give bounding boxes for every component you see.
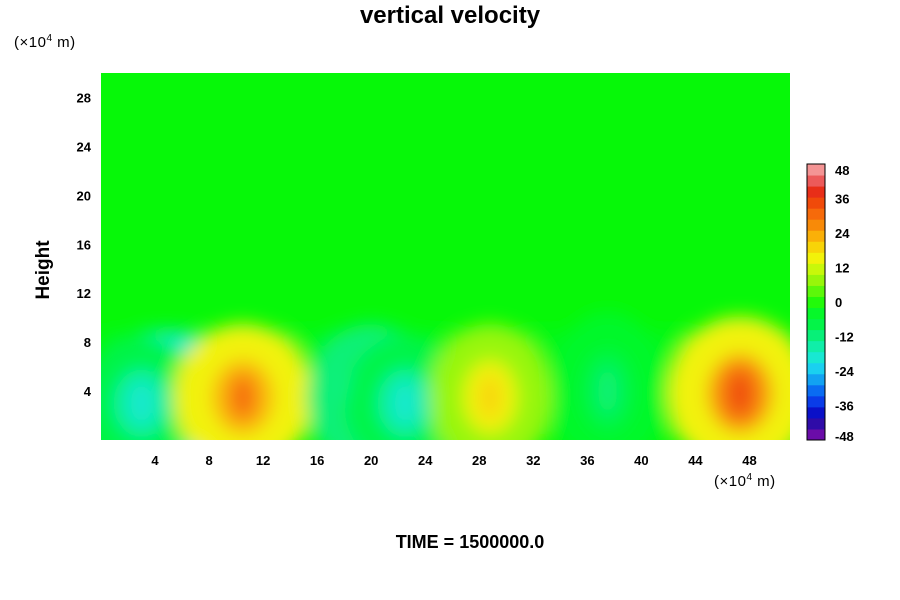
- colorbar-band: [807, 395, 825, 408]
- colorbar-band: [807, 329, 825, 342]
- colorbar-band: [807, 186, 825, 198]
- colorbar-band: [807, 351, 825, 364]
- colorbar-band: [807, 197, 825, 209]
- updraft-peak: [479, 375, 501, 420]
- colorbar-band: [807, 252, 825, 264]
- x-unit-exponent: 4: [746, 472, 753, 483]
- downdraft-peak: [394, 383, 416, 424]
- x-tick-label: 40: [634, 453, 648, 468]
- colorbar-tick-label: -12: [835, 330, 854, 345]
- colorbar-band: [807, 373, 825, 386]
- colorbar-frame: [806, 163, 826, 441]
- downdraft-peak: [130, 383, 153, 424]
- updraft-peak: [727, 370, 753, 417]
- y-unit-label: (×104 m): [14, 33, 76, 51]
- colorbar-band: [807, 230, 825, 242]
- colorbar-tick-label: 24: [835, 226, 850, 241]
- y-tick-label: 28: [77, 90, 91, 105]
- y-tick-label: 8: [84, 335, 91, 350]
- x-tick-label: 48: [742, 453, 756, 468]
- colorbar-band: [807, 285, 825, 297]
- colorbar-band: [807, 384, 825, 397]
- x-unit-suffix: m): [752, 473, 776, 490]
- y-tick-label: 12: [77, 286, 91, 301]
- colorbar-tick-label: 12: [835, 261, 849, 276]
- colorbar-band: [807, 362, 825, 375]
- colorbar-band: [807, 241, 825, 253]
- x-tick-label: 32: [526, 453, 540, 468]
- colorbar-tick-label: -48: [835, 429, 854, 444]
- time-label: TIME = 1500000.0: [395, 532, 545, 552]
- y-unit-exponent: 4: [46, 33, 53, 44]
- y-tick-label: 4: [84, 384, 92, 399]
- colorbar-band: [807, 274, 825, 286]
- colorbar-tick-label: 36: [835, 192, 849, 207]
- x-tick-label: 28: [472, 453, 486, 468]
- colorbar-band: [807, 164, 825, 176]
- x-tick-label: 8: [205, 453, 212, 468]
- colorbar-band: [807, 417, 825, 430]
- x-tick-label: 4: [151, 453, 159, 468]
- x-tick-label: 20: [364, 453, 378, 468]
- x-unit-prefix: (×10: [714, 473, 747, 490]
- x-tick-label: 36: [580, 453, 594, 468]
- colorbar-band: [807, 175, 825, 187]
- colorbar-tick-label: 0: [835, 295, 842, 310]
- y-unit-prefix: (×10: [14, 34, 47, 51]
- downdraft-peak: [597, 367, 618, 415]
- y-unit-suffix: m): [52, 34, 76, 51]
- chart-title: vertical velocity: [359, 2, 541, 29]
- x-tick-label: 44: [688, 453, 703, 468]
- x-tick-label: 24: [418, 453, 433, 468]
- y-tick-label: 20: [77, 188, 91, 203]
- y-tick-label: 16: [77, 237, 91, 252]
- colorbar-tick-label: -36: [835, 399, 854, 414]
- updraft-peak: [230, 375, 255, 420]
- colorbar-tick-label: 48: [835, 163, 849, 178]
- colorbar-band: [807, 208, 825, 220]
- colorbar-band: [807, 406, 825, 419]
- x-tick-label: 12: [256, 453, 270, 468]
- colorbar-tick-label: -24: [835, 364, 855, 379]
- x-tick-label: 16: [310, 453, 324, 468]
- x-unit-label: (×104 m): [714, 472, 776, 490]
- colorbar-band: [807, 318, 825, 331]
- colorbar-band: [807, 219, 825, 231]
- colorbar-band: [807, 263, 825, 275]
- colorbar-band: [807, 296, 825, 309]
- colorbar-band: [807, 428, 825, 441]
- colorbar-band: [807, 307, 825, 320]
- colorbar-band: [807, 340, 825, 353]
- y-tick-label: 24: [77, 139, 92, 154]
